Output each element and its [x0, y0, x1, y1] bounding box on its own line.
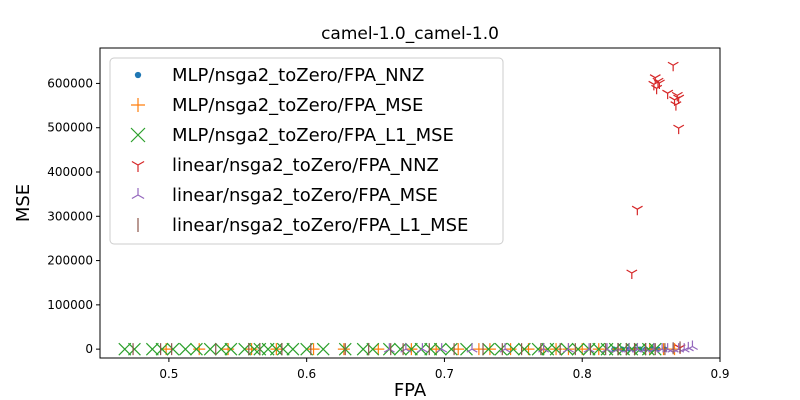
legend-marker [131, 188, 145, 200]
data-point [190, 342, 203, 356]
data-point [269, 342, 283, 356]
y-axis-ticks: 0 100000 200000 300000 400000 500000 600000 [47, 76, 100, 356]
data-point [372, 343, 385, 356]
data-point [460, 342, 473, 356]
y-tick-label: 0 [85, 342, 93, 356]
data-point [222, 343, 235, 356]
x-axis-label: FPA [394, 380, 427, 400]
data-marks [118, 61, 698, 356]
legend-label: MLP/nsga2_toZero/FPA_L1_MSE [172, 125, 454, 146]
data-point [224, 342, 238, 356]
data-point [307, 343, 320, 356]
x-axis-ticks: 0.5 0.6 0.7 0.8 0.9 [159, 358, 730, 381]
series-4 [383, 340, 698, 353]
legend-item: linear/nsga2_toZero/FPA_MSE [131, 185, 438, 206]
data-point [670, 101, 682, 111]
data-point [416, 343, 428, 353]
legend-item: linear/nsga2_toZero/FPA_L1_MSE [137, 215, 468, 236]
legend-marker [131, 160, 145, 172]
data-point [686, 340, 698, 351]
data-point [653, 79, 665, 89]
legend-label: linear/nsga2_toZero/FPA_MSE [172, 185, 438, 206]
data-point [247, 342, 261, 356]
data-point [651, 84, 663, 95]
data-point [626, 269, 638, 279]
data-point [669, 96, 681, 106]
data-point [673, 124, 685, 135]
y-tick-label: 300000 [47, 209, 93, 223]
y-tick-label: 200000 [47, 254, 93, 268]
legend-marker [134, 71, 142, 79]
y-axis-label: MSE [13, 184, 34, 222]
data-point [145, 342, 159, 356]
data-point [383, 343, 395, 353]
legend-box [109, 57, 504, 245]
data-point [118, 342, 132, 356]
data-point [571, 342, 585, 356]
data-point [128, 342, 141, 356]
series-3 [626, 61, 686, 354]
data-point [436, 343, 448, 353]
data-point [286, 342, 300, 356]
data-point [393, 342, 407, 356]
data-point [506, 342, 520, 356]
data-point [641, 342, 655, 356]
legend-item: MLP/nsga2_toZero/FPA_MSE [131, 95, 423, 116]
data-point [444, 342, 458, 356]
data-point [562, 343, 574, 353]
x-tick-label: 0.8 [573, 367, 592, 381]
y-tick-label: 100000 [47, 298, 93, 312]
legend-marker [131, 98, 145, 112]
data-point [583, 343, 595, 353]
legend-item: linear/nsga2_toZero/FPA_NNZ [131, 155, 439, 176]
x-tick-label: 0.9 [710, 367, 729, 381]
data-point [203, 342, 217, 356]
data-point [356, 342, 370, 356]
data-point [531, 342, 545, 356]
data-point [504, 343, 517, 356]
legend-item: MLP/nsga2_toZero/FPA_L1_MSE [130, 125, 454, 146]
axes-frame [99, 47, 721, 359]
data-point [276, 342, 290, 356]
x-tick-label: 0.5 [159, 367, 178, 381]
data-point [482, 342, 495, 356]
data-point [193, 343, 206, 356]
data-point [316, 342, 330, 356]
data-point [517, 342, 531, 356]
legend-marker [130, 127, 146, 143]
data-point [155, 342, 169, 356]
data-point [662, 89, 674, 100]
data-point [560, 342, 574, 356]
data-point [433, 342, 447, 356]
data-point [466, 343, 478, 353]
legend-label: linear/nsga2_toZero/FPA_NNZ [172, 155, 439, 176]
legend-item: MLP/nsga2_toZero/FPA_NNZ [134, 65, 424, 86]
legend-label: MLP/nsga2_toZero/FPA_MSE [172, 95, 423, 116]
y-tick-label: 400000 [47, 165, 93, 179]
data-point [631, 205, 643, 216]
series-5 [132, 341, 681, 356]
y-tick-label: 600000 [47, 76, 93, 90]
data-point [483, 343, 496, 356]
x-tick-label: 0.7 [435, 367, 454, 381]
data-point [404, 342, 418, 356]
data-point [166, 342, 180, 356]
data-point [414, 342, 428, 356]
chart-title: camel-1.0_camel-1.0 [321, 24, 499, 44]
data-point [424, 342, 438, 356]
data-point [245, 343, 258, 356]
legend-label: linear/nsga2_toZero/FPA_L1_MSE [172, 215, 468, 236]
legend: MLP/nsga2_toZero/FPA_NNZ MLP/nsga2_toZero… [109, 57, 504, 245]
data-point [214, 342, 228, 356]
x-tick-label: 0.6 [297, 367, 316, 381]
y-tick-label: 500000 [47, 121, 93, 135]
legend-label: MLP/nsga2_toZero/FPA_NNZ [172, 65, 424, 86]
data-point [667, 61, 679, 72]
data-point [337, 343, 350, 356]
data-point [178, 342, 192, 356]
